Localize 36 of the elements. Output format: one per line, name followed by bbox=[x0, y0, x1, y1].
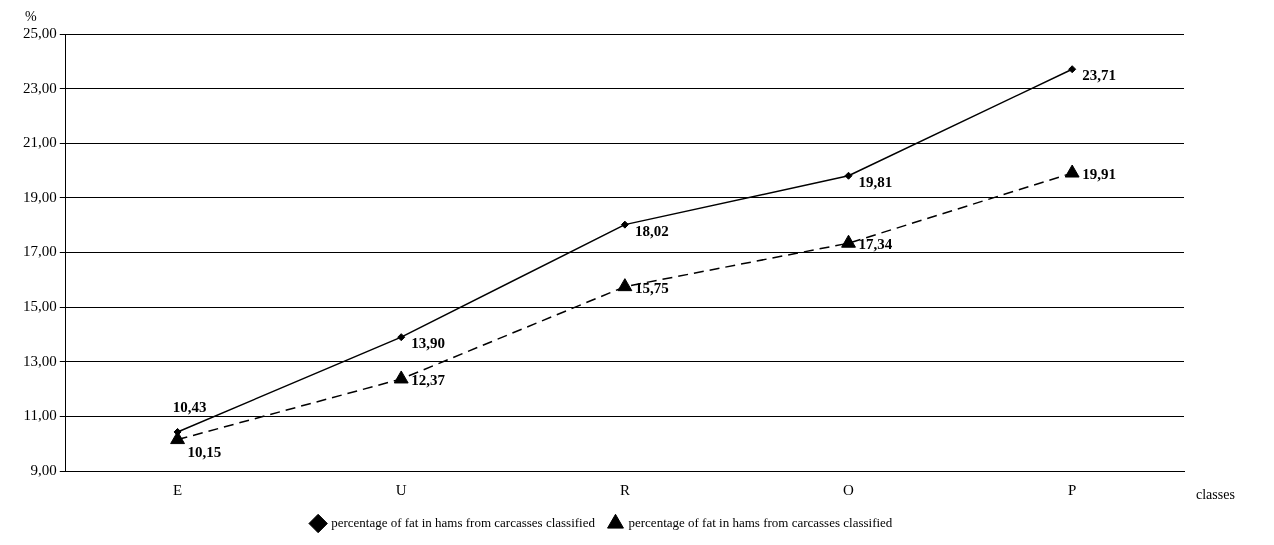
data-label: 19,81 bbox=[858, 173, 893, 190]
point bbox=[841, 234, 856, 248]
x-tick-label: U bbox=[395, 481, 407, 498]
y-tick-label: 15,00 bbox=[23, 298, 57, 315]
y-tick-label: 23,00 bbox=[23, 79, 57, 96]
y-tick-label: 25,00 bbox=[23, 24, 57, 41]
point bbox=[844, 171, 853, 180]
data-label: 23,71 bbox=[1082, 67, 1116, 84]
data-label: 10,43 bbox=[172, 398, 207, 415]
y-tick-label: 21,00 bbox=[23, 134, 57, 151]
data-label: 19,91 bbox=[1082, 165, 1116, 182]
data-label: 12,37 bbox=[411, 371, 446, 388]
x-tick-label: E bbox=[172, 481, 183, 498]
data-label: 15,75 bbox=[634, 279, 669, 296]
y-tick-label: 9,00 bbox=[30, 461, 57, 478]
point bbox=[1068, 65, 1077, 74]
x-tick-label: P bbox=[1068, 481, 1077, 498]
point bbox=[393, 370, 409, 384]
x-tick-label: O bbox=[843, 481, 855, 498]
y-tick-label: 13,00 bbox=[23, 352, 57, 369]
y-tick-label: 11,00 bbox=[23, 407, 57, 424]
y-tick-label: 19,00 bbox=[23, 188, 57, 205]
data-label: 13,90 bbox=[411, 335, 445, 352]
y-axis-title: % bbox=[24, 8, 37, 24]
data-label: 17,34 bbox=[858, 236, 893, 253]
x-axis-title: classes bbox=[1196, 486, 1235, 502]
legend-label: percentage of fat in hams from carcasses classified bbox=[331, 514, 596, 530]
data-label: 18,02 bbox=[634, 222, 669, 239]
legend-label: percentage of fat in hams from carcasses classified bbox=[628, 514, 893, 530]
point bbox=[620, 220, 629, 229]
point bbox=[397, 333, 406, 342]
point bbox=[617, 278, 633, 292]
x-tick-label: R bbox=[619, 481, 630, 498]
y-tick-label: 17,00 bbox=[23, 243, 57, 260]
data-label: 10,15 bbox=[187, 444, 222, 461]
point bbox=[1064, 164, 1080, 178]
